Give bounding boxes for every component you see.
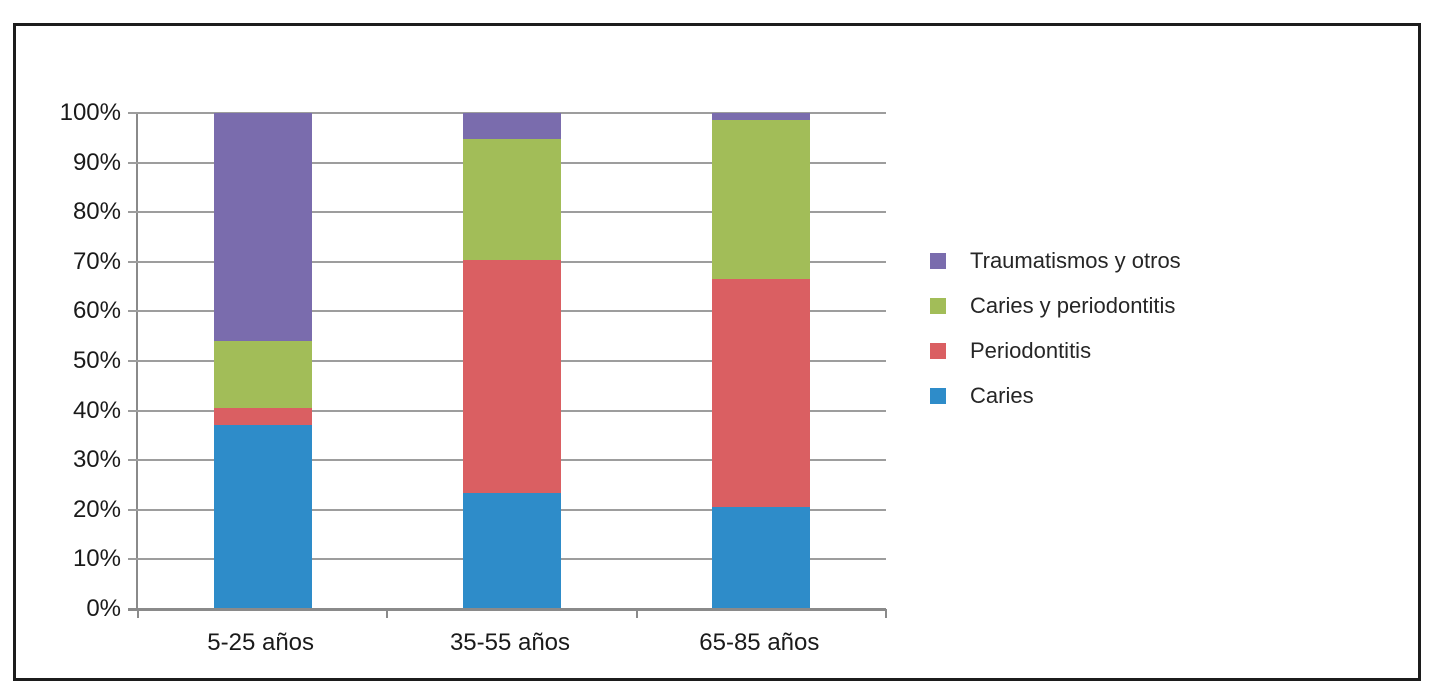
stacked-bar xyxy=(712,113,811,609)
legend-swatch-icon xyxy=(930,253,946,269)
bar-segment xyxy=(462,260,561,494)
legend-label: Caries xyxy=(970,383,1034,408)
x-axis-baseline xyxy=(128,607,886,611)
y-tick-label: 60% xyxy=(72,297,121,325)
y-tick-label: 40% xyxy=(72,396,121,424)
stacked-bar xyxy=(213,113,312,609)
y-tick-label: 20% xyxy=(72,495,121,523)
y-tick-label: 80% xyxy=(72,198,121,226)
legend-swatch-icon xyxy=(930,298,946,314)
category-axis-tick xyxy=(635,609,638,618)
bar-segment xyxy=(712,279,811,508)
legend-item: Periodontitis xyxy=(930,338,1181,363)
x-tick-label: 35-55 años xyxy=(449,629,571,656)
legend-item: Traumatismos y otros xyxy=(930,248,1181,273)
bar-segment xyxy=(712,113,811,120)
category-axis-tick xyxy=(137,609,139,618)
legend-label: Periodontitis xyxy=(970,338,1092,363)
bar-slot-3 xyxy=(637,113,886,609)
legend: Traumatismos y otros Caries y periodontit… xyxy=(930,248,1181,430)
bar-segment xyxy=(213,425,312,609)
category-axis-tick xyxy=(885,609,887,618)
bar-segment xyxy=(462,493,561,609)
bar-segment xyxy=(213,408,312,426)
y-axis-labels: 0% 10% 20% 30% 40% 50% 60% 70% 80% 90% 100% xyxy=(16,101,121,621)
y-tick-label: 30% xyxy=(72,446,121,474)
y-tick-label: 100% xyxy=(59,99,121,126)
legend-item: Caries y periodontitis xyxy=(930,293,1181,318)
legend-item: Caries xyxy=(930,383,1181,408)
y-tick-label: 90% xyxy=(72,148,121,176)
plot-area xyxy=(128,112,887,618)
x-axis-labels: 5-25 años 35-55 años 65-85 años xyxy=(136,627,884,659)
bar-segment xyxy=(462,113,561,140)
bar-segment xyxy=(213,341,312,409)
bar-slot-1 xyxy=(138,113,387,609)
gridline xyxy=(128,112,886,114)
legend-label: Caries y periodontitis xyxy=(970,293,1176,318)
y-tick-label: 70% xyxy=(72,247,121,275)
bar-segment xyxy=(462,139,561,261)
x-tick-label: 65-85 años xyxy=(699,629,820,656)
legend-label: Traumatismos y otros xyxy=(970,248,1181,273)
y-tick-label: 10% xyxy=(72,545,121,573)
bar-segment xyxy=(213,113,312,342)
category-axis-tick xyxy=(386,609,389,618)
legend-swatch-icon xyxy=(930,388,946,404)
chart-frame: 0% 10% 20% 30% 40% 50% 60% 70% 80% 90% 100% 5-25 a… xyxy=(13,23,1421,681)
bar-slot-2 xyxy=(387,113,636,609)
bar-segment xyxy=(712,119,811,280)
bar-segment xyxy=(712,507,811,609)
x-tick-label: 5-25 años xyxy=(207,629,315,656)
bars-container xyxy=(138,113,886,609)
y-tick-label: 50% xyxy=(72,347,121,374)
legend-swatch-icon xyxy=(930,343,946,359)
y-tick-label: 0% xyxy=(86,595,121,622)
stacked-bar xyxy=(462,113,561,609)
